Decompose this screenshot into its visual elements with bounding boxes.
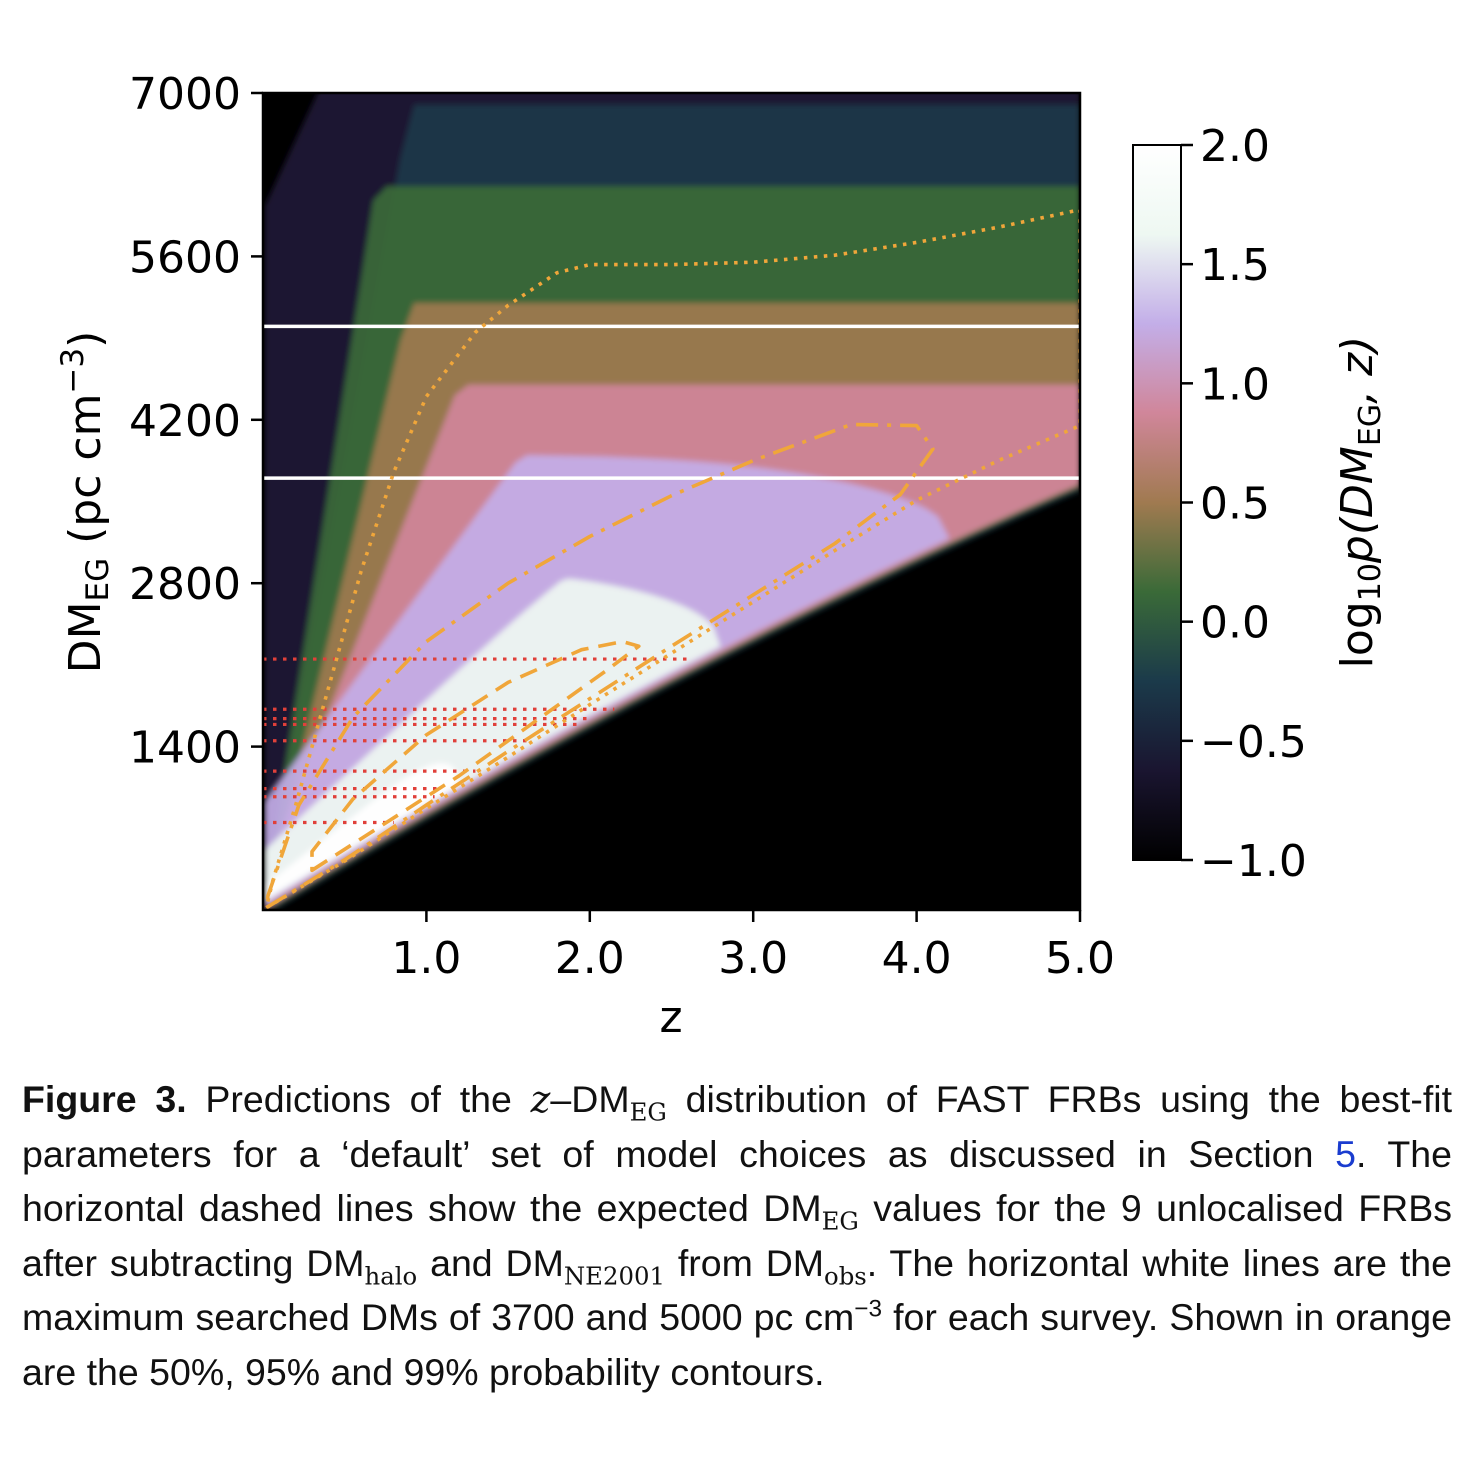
x-tick-label: 4.0 xyxy=(882,933,952,984)
plot-frame xyxy=(261,91,1082,912)
x-tick-label: 3.0 xyxy=(718,933,788,984)
caption-sub: obs xyxy=(824,1261,867,1291)
caption-z: z xyxy=(530,1077,551,1121)
contour-50pct xyxy=(310,639,641,873)
caption-sub: halo xyxy=(364,1261,418,1291)
heatmap xyxy=(263,93,1080,910)
caption-text: –DM xyxy=(550,1078,630,1120)
contour-95pct xyxy=(264,422,935,910)
figure: 1.0 2.0 3.0 4.0 5.0 1400 2800 4200 5600 7000 z D… xyxy=(55,69,1388,1043)
y-axis-label: DMEG (pc cm−3) xyxy=(55,331,116,674)
caption-text: for each survey. Shown in orange are the… xyxy=(22,1296,1452,1393)
colorbar-tick-label: 2.0 xyxy=(1200,121,1270,172)
contour-99pct xyxy=(264,207,1080,910)
colorbar-tick-label: −0.5 xyxy=(1200,717,1307,768)
y-tick-label: 1400 xyxy=(129,723,241,774)
figure-label: Figure 3. xyxy=(22,1078,187,1120)
x-tick-label: 2.0 xyxy=(555,933,625,984)
colorbar-tick-label: 1.5 xyxy=(1200,240,1270,291)
caption-text: values for the 9 unlocalised FRBs after … xyxy=(22,1187,1452,1284)
caption-sub: EG xyxy=(629,1097,667,1127)
caption-text: and DM xyxy=(417,1241,564,1284)
y-tick-label: 5600 xyxy=(129,232,241,283)
y-tick-label: 7000 xyxy=(129,69,241,120)
caption-text: . The horizontal white lines are the max… xyxy=(22,1241,1452,1339)
caption-sup: −3 xyxy=(854,1295,883,1323)
caption-text: distribution of FAST FRBs using the best… xyxy=(22,1078,1453,1175)
colorbar-tick-label: 0.5 xyxy=(1200,479,1270,530)
x-tick-label: 5.0 xyxy=(1045,933,1115,984)
y-tick-label: 2800 xyxy=(129,559,241,610)
caption-text: . The horizontal dashed lines show the e… xyxy=(22,1132,1452,1230)
colorbar-tick-label: −1.0 xyxy=(1200,836,1307,887)
figure-caption: Figure 3. Predictions of the z–DMEG dist… xyxy=(22,1072,1452,1400)
caption-text: from DM xyxy=(664,1241,825,1284)
section-link[interactable]: 5 xyxy=(1335,1132,1356,1175)
colorbar xyxy=(1132,144,1182,861)
caption-sub: EG xyxy=(821,1206,859,1236)
heatmap-band xyxy=(264,763,460,900)
colorbar-tick-label: 1.0 xyxy=(1200,359,1270,410)
caption-text: Predictions of the xyxy=(186,1078,531,1120)
caption-sub: NE2001 xyxy=(563,1261,665,1291)
x-axis-label: z xyxy=(659,992,682,1043)
y-tick-label: 4200 xyxy=(129,396,241,447)
x-tick-label: 1.0 xyxy=(391,933,461,984)
colorbar-tick-label: 0.0 xyxy=(1200,598,1270,649)
colorbar-label: log10p(DMEG, z) xyxy=(1332,336,1388,669)
